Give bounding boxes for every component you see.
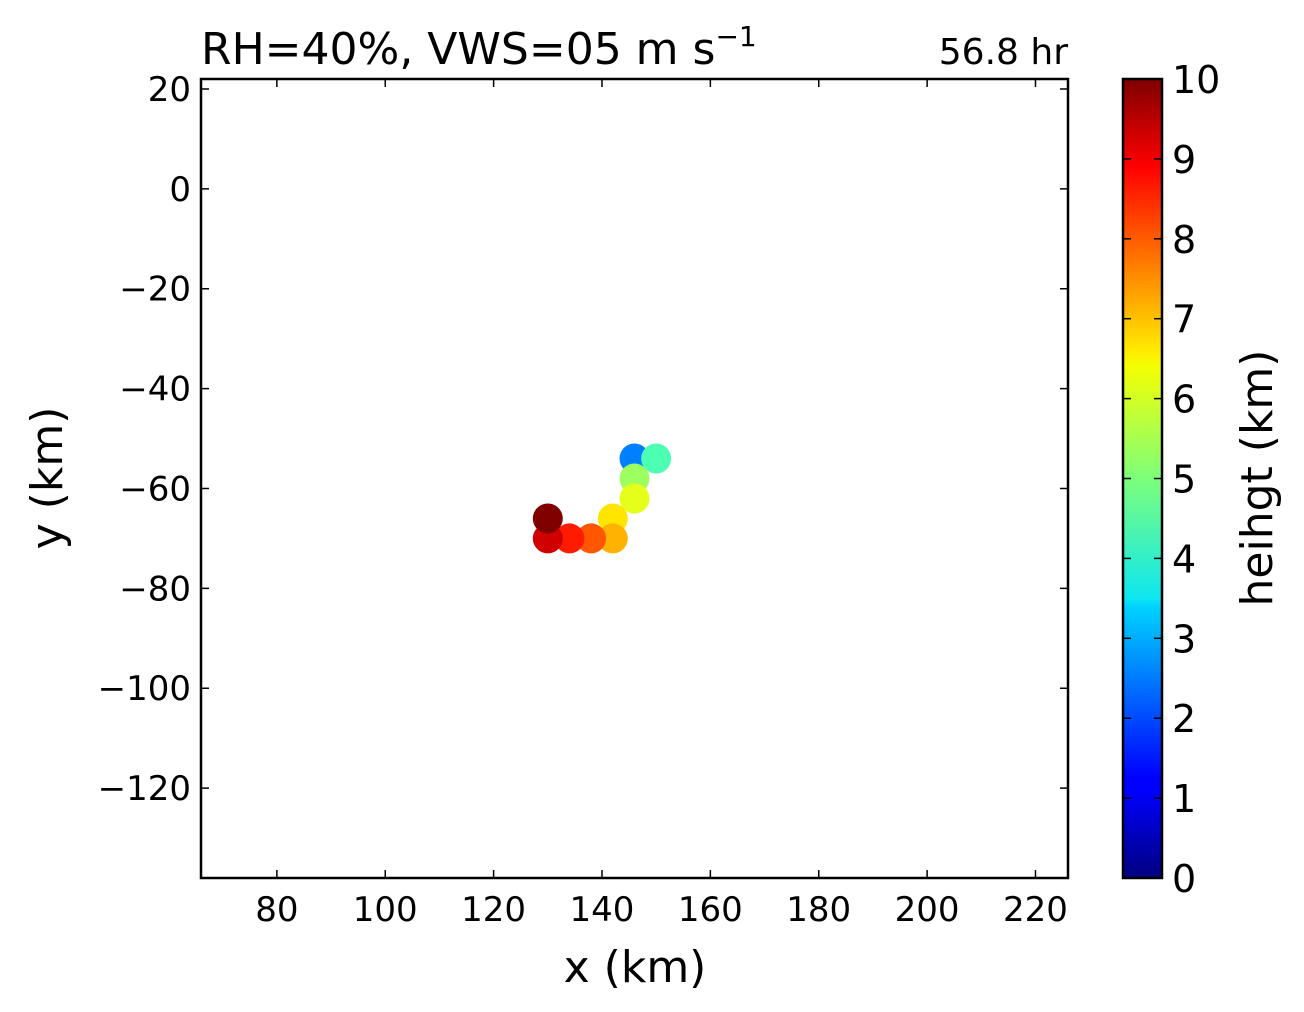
colorbar-tick-label: 10 — [1172, 58, 1220, 102]
scatter-point — [619, 483, 650, 514]
y-tick-label: 20 — [148, 70, 191, 110]
y-tick-label: −100 — [98, 669, 191, 709]
x-tick-label: 80 — [255, 890, 298, 930]
colorbar-tick-label: 3 — [1172, 617, 1196, 661]
y-tick-label: 0 — [169, 170, 191, 210]
x-axis-label: x (km) — [564, 942, 707, 993]
colorbar-tick-label: 2 — [1172, 697, 1196, 741]
colorbar-tick-label: 4 — [1172, 537, 1196, 581]
x-tick-label: 180 — [786, 890, 851, 930]
colorbar-tick-label: 1 — [1172, 777, 1196, 821]
y-tick-label: −60 — [119, 469, 191, 509]
x-tick-label: 160 — [678, 890, 743, 930]
x-tick-label: 100 — [353, 890, 418, 930]
scatter-point — [597, 523, 628, 554]
y-tick-label: −20 — [119, 270, 191, 310]
time-label: 56.8 hr — [939, 32, 1068, 73]
x-tick-label: 200 — [895, 890, 960, 930]
scatter-point — [532, 503, 563, 534]
colorbar-tick-label: 9 — [1172, 138, 1196, 182]
colorbar-tick-label: 6 — [1172, 378, 1196, 422]
scatter-point — [576, 523, 607, 554]
x-tick-label: 120 — [461, 890, 526, 930]
x-tick-label: 140 — [570, 890, 635, 930]
colorbar-ticks: 0 1 2 3 4 5 6 7 8 9 10 — [1123, 58, 1220, 901]
y-tick-label: −120 — [98, 769, 191, 809]
y-axis-label: y (km) — [22, 407, 73, 550]
chart-title: RH=40%, VWS=05 m s−1 — [201, 20, 757, 75]
y-axis-ticks: 20 0 −20 −40 −60 −80 −100 −120 — [98, 70, 1068, 809]
y-tick-label: −40 — [119, 370, 191, 410]
scatter-point — [641, 443, 672, 474]
colorbar-tick-label: 5 — [1172, 458, 1196, 502]
plot-frame — [199, 77, 1070, 880]
y-tick-label: −80 — [119, 569, 191, 609]
x-tick-label: 220 — [1003, 890, 1068, 930]
colorbar-tick-label: 8 — [1172, 218, 1196, 262]
colorbar-tick-label: 7 — [1172, 298, 1196, 342]
colorbar-tick-label: 0 — [1172, 857, 1196, 901]
chart-title-superscript: −1 — [715, 20, 756, 53]
scatter-point — [554, 523, 585, 554]
x-axis-ticks: 80 100 120 140 160 180 200 220 — [255, 79, 1068, 930]
scatter-points — [532, 443, 672, 554]
colorbar-label: heihgt (km) — [1232, 350, 1283, 607]
